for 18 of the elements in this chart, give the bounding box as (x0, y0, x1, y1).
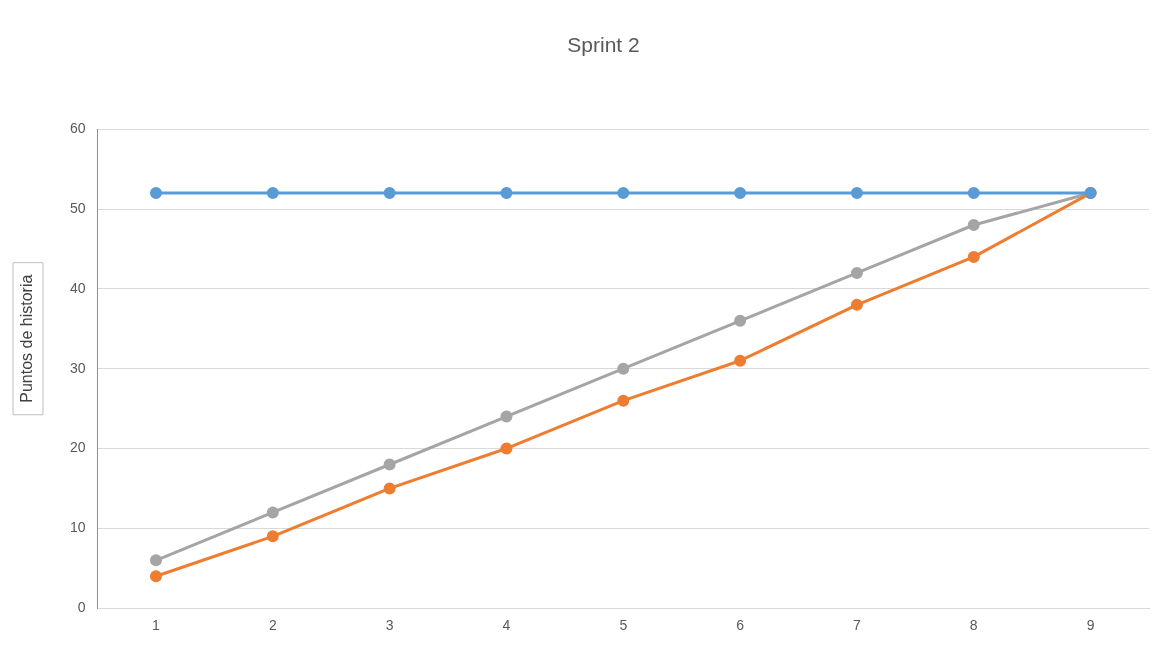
y-tick-label: 10 (69, 519, 86, 536)
x-tick-label: 1 (152, 617, 161, 634)
y-tick-label: 30 (69, 359, 86, 376)
y-tick-label: 0 (77, 599, 86, 616)
x-tick-label: 2 (268, 617, 277, 634)
y-tick-label: 20 (69, 439, 86, 456)
x-tick-label: 6 (736, 617, 745, 634)
y-axis-title: Puntos de historia (18, 274, 36, 403)
x-tick-label: 9 (1086, 617, 1095, 634)
x-tick-label: 4 (502, 617, 511, 634)
y-tick-label: 50 (69, 199, 86, 216)
y-tick-label: 60 (69, 120, 86, 137)
chart-title: Sprint 2 (567, 33, 640, 57)
x-tick-label: 7 (853, 617, 862, 634)
x-tick-label: 8 (969, 617, 978, 634)
x-tick-label: 5 (619, 617, 628, 634)
x-tick-label: 3 (385, 617, 394, 634)
y-tick-label: 40 (69, 279, 86, 296)
